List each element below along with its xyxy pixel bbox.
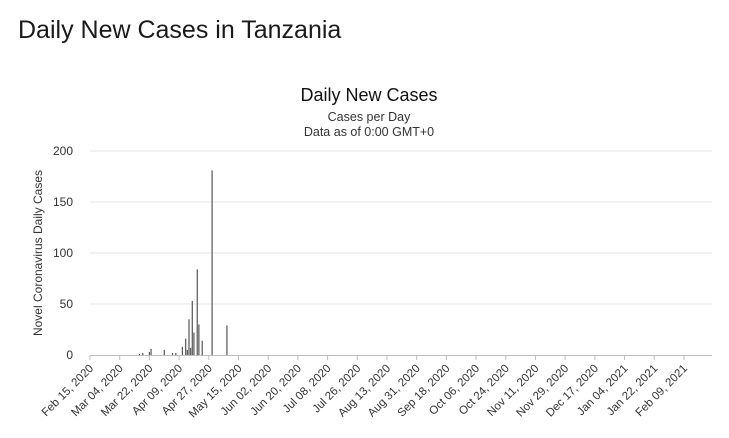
chart-subtitle-2: Data as of 0:00 GMT+0 [304,125,434,139]
bar [186,349,188,355]
y-axis-title: Novel Coronavirus Daily Cases [31,170,45,336]
y-tick-label: 200 [53,144,73,158]
bar [138,353,141,355]
bar [171,352,174,355]
x-tick-label: Feb 15, 2020 [40,363,96,419]
bar [201,340,203,355]
bar [142,352,144,355]
y-tick-label: 100 [53,246,73,260]
bar [150,348,152,355]
y-tick-labels: 0 50 100 150 200 [53,144,73,362]
chart-subtitle-1: Cases per Day [328,110,411,124]
bar [190,347,192,355]
bar [181,346,183,355]
y-tick-label: 150 [53,195,73,209]
bars [138,170,228,355]
bar [185,338,187,355]
chart-title: Daily New Cases [300,85,437,105]
bar [188,319,190,355]
y-tick-label: 50 [60,297,74,311]
bar [226,325,228,355]
bar [191,300,193,355]
bar [211,170,213,355]
grid-lines [90,150,712,305]
bar [175,352,177,355]
bar [193,332,195,355]
bar [163,349,165,355]
y-tick-label: 0 [66,348,73,362]
bar [148,351,150,355]
bar [198,324,200,355]
page-title: Daily New Cases in Tanzania [18,16,342,44]
bar [196,269,198,355]
